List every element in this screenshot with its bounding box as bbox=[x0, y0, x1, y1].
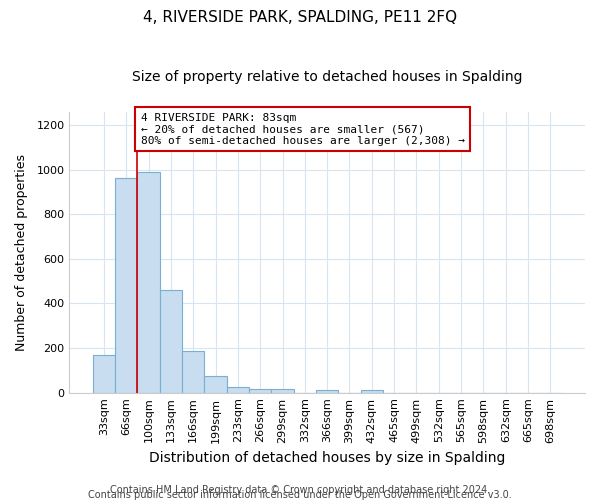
Bar bbox=[93, 355, 115, 393]
X-axis label: Distribution of detached houses by size in Spalding: Distribution of detached houses by size … bbox=[149, 451, 505, 465]
Text: Contains public sector information licensed under the Open Government Licence v3: Contains public sector information licen… bbox=[88, 490, 512, 500]
Bar bbox=[137, 172, 160, 392]
Bar bbox=[271, 388, 293, 392]
Bar bbox=[182, 352, 205, 393]
Bar bbox=[316, 390, 338, 392]
Bar bbox=[361, 390, 383, 392]
Text: 4, RIVERSIDE PARK, SPALDING, PE11 2FQ: 4, RIVERSIDE PARK, SPALDING, PE11 2FQ bbox=[143, 10, 457, 25]
Bar bbox=[115, 178, 137, 392]
Bar bbox=[227, 387, 249, 392]
Text: 4 RIVERSIDE PARK: 83sqm
← 20% of detached houses are smaller (567)
80% of semi-d: 4 RIVERSIDE PARK: 83sqm ← 20% of detache… bbox=[141, 112, 465, 146]
Title: Size of property relative to detached houses in Spalding: Size of property relative to detached ho… bbox=[132, 70, 523, 84]
Bar bbox=[160, 290, 182, 392]
Bar bbox=[205, 376, 227, 392]
Bar bbox=[249, 388, 271, 392]
Text: Contains HM Land Registry data © Crown copyright and database right 2024.: Contains HM Land Registry data © Crown c… bbox=[110, 485, 490, 495]
Y-axis label: Number of detached properties: Number of detached properties bbox=[15, 154, 28, 350]
